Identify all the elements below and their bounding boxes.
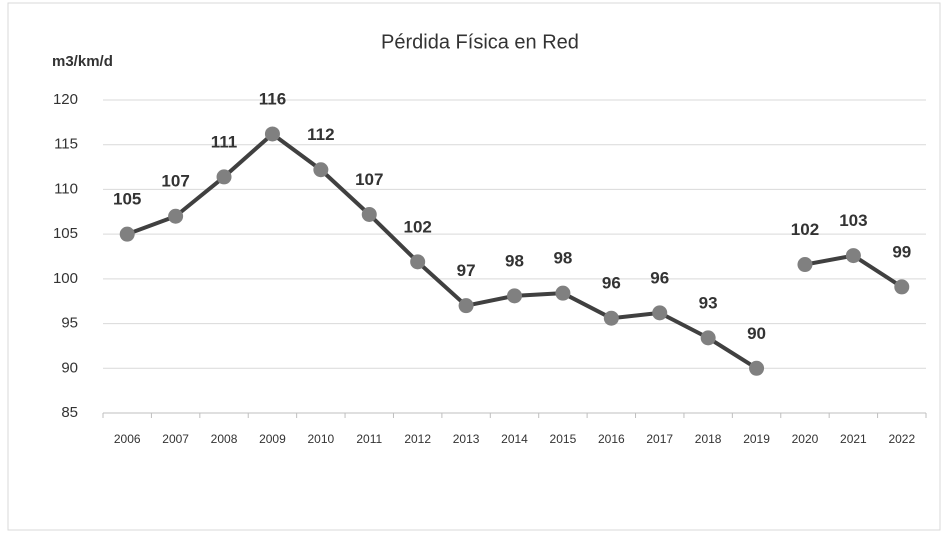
x-tick-label: 2019 [743,432,770,446]
data-label: 99 [892,242,911,261]
y-axis-label: m3/km/d [52,53,113,70]
marker [264,126,280,142]
marker [603,310,619,326]
x-tick-label: 2012 [404,432,431,446]
x-tick-label: 2014 [501,432,528,446]
data-label: 96 [650,268,669,287]
data-label: 96 [602,274,621,293]
y-tick-label: 115 [54,136,78,153]
x-tick-label: 2016 [598,432,625,446]
data-label: 97 [457,261,476,280]
y-tick-label: 110 [54,180,78,197]
data-label: 111 [211,132,238,151]
data-label: 105 [113,190,141,209]
x-tick-label: 2007 [162,432,189,446]
x-tick-label: 2017 [646,432,673,446]
y-tick-label: 105 [53,225,78,242]
data-label: 112 [307,125,334,144]
data-label: 116 [259,89,286,108]
x-tick-label: 2009 [259,432,286,446]
marker [700,330,716,346]
marker [216,169,232,185]
data-label: 90 [747,324,766,343]
y-tick-label: 85 [61,404,78,421]
marker [119,226,135,242]
data-label: 98 [553,249,572,268]
x-tick-label: 2022 [888,432,915,446]
data-label: 107 [161,172,189,191]
data-label: 102 [403,217,431,236]
chart-title: Pérdida Física en Red [381,31,579,53]
marker [410,254,426,270]
marker [507,288,522,304]
marker [555,285,571,301]
x-tick-label: 2020 [792,432,819,446]
y-tick-label: 100 [53,270,78,287]
x-tick-label: 2010 [308,432,335,446]
data-label: 93 [699,293,718,312]
marker [361,206,377,222]
marker [313,162,329,178]
data-label: 107 [355,170,383,189]
x-tick-label: 2013 [453,432,480,446]
line [126,131,758,370]
marker [797,257,813,273]
data-label: 103 [839,211,867,230]
y-tick-label: 95 [61,315,78,332]
marker [845,248,861,264]
marker [652,305,668,321]
x-tick-label: 2006 [114,432,141,446]
x-tick-label: 2018 [695,432,722,446]
x-tick-label: 2011 [356,432,382,446]
marker [894,279,910,295]
data-label: 102 [791,220,819,239]
y-tick-label: 90 [61,359,78,376]
x-tick-label: 2015 [550,432,577,446]
marker [168,208,184,224]
y-tick-label: 120 [53,91,78,108]
x-tick-label: 2008 [211,432,238,446]
chart-frame [7,2,941,531]
marker [458,298,474,314]
x-tick-label: 2021 [840,432,867,446]
marker [749,360,765,376]
data-label: 98 [505,251,524,270]
